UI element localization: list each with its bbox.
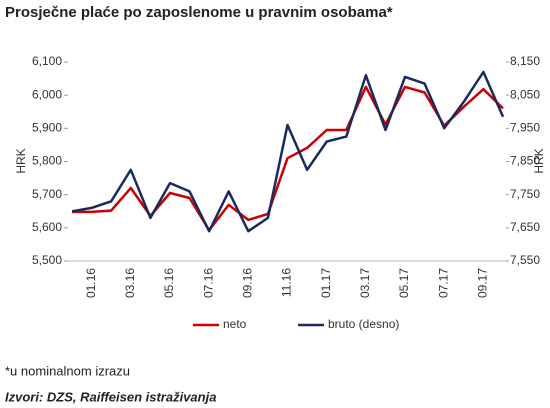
- y-tick-label: 5,800: [32, 154, 62, 168]
- y-tick-label: 5,500: [32, 253, 62, 267]
- y-tick-label: 5,600: [32, 220, 62, 234]
- y-tick-label: 6,100: [32, 54, 62, 68]
- series-line: [71, 70, 505, 233]
- source: Izvori: DZS, Raiffeisen istraživanja: [5, 389, 216, 404]
- y2-tick-label: 7,550: [510, 253, 540, 267]
- x-tick-label: 01.17: [319, 268, 333, 298]
- x-tick-label: 09.16: [240, 268, 254, 298]
- y2-axis-label: HRK: [532, 148, 546, 173]
- y2-tick-label: 7,850: [510, 154, 540, 168]
- y-axis-label: HRK: [14, 148, 28, 173]
- y2-tick-label: 7,950: [510, 121, 540, 135]
- y2-tick-label: 7,650: [510, 220, 540, 234]
- x-tick-label: 03.17: [358, 268, 372, 298]
- y2-tick-label: 8,150: [510, 54, 540, 68]
- x-tick-label: 05.17: [397, 268, 411, 298]
- x-tick-label: 05.16: [162, 268, 176, 298]
- x-tick-label: 07.16: [201, 268, 215, 298]
- y2-tick-label: 8,050: [510, 87, 540, 101]
- footnote: *u nominalnom izrazu: [5, 363, 130, 378]
- chart-title: Prosječne plaće po zaposlenome u pravnim…: [5, 4, 393, 21]
- series-line: [72, 85, 504, 232]
- x-tick-label: 07.17: [436, 268, 450, 298]
- x-tick-label: 03.16: [123, 268, 137, 298]
- legend-label: bruto (desno): [328, 317, 399, 331]
- y-tick-label: 5,900: [32, 121, 62, 135]
- legend-label: neto: [223, 317, 247, 331]
- x-tick-label: 11.16: [280, 268, 294, 297]
- x-tick-label: 09.17: [476, 268, 490, 298]
- x-tick-label: 01.16: [84, 268, 98, 298]
- y-tick-label: 6,000: [32, 87, 62, 101]
- y2-tick-label: 7,750: [510, 187, 540, 201]
- y-tick-label: 5,700: [32, 187, 62, 201]
